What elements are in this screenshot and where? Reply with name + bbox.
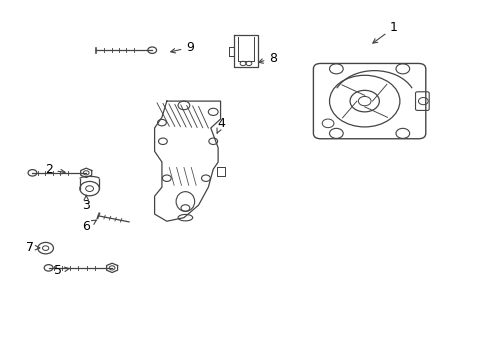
Text: 6: 6 <box>82 220 97 233</box>
Text: 8: 8 <box>259 51 277 64</box>
Text: 1: 1 <box>373 21 398 43</box>
Text: 9: 9 <box>171 41 194 54</box>
Text: 5: 5 <box>54 264 69 277</box>
Text: 4: 4 <box>217 117 225 133</box>
Text: 3: 3 <box>82 195 90 212</box>
Text: 2: 2 <box>45 163 65 176</box>
Text: 7: 7 <box>26 241 40 254</box>
